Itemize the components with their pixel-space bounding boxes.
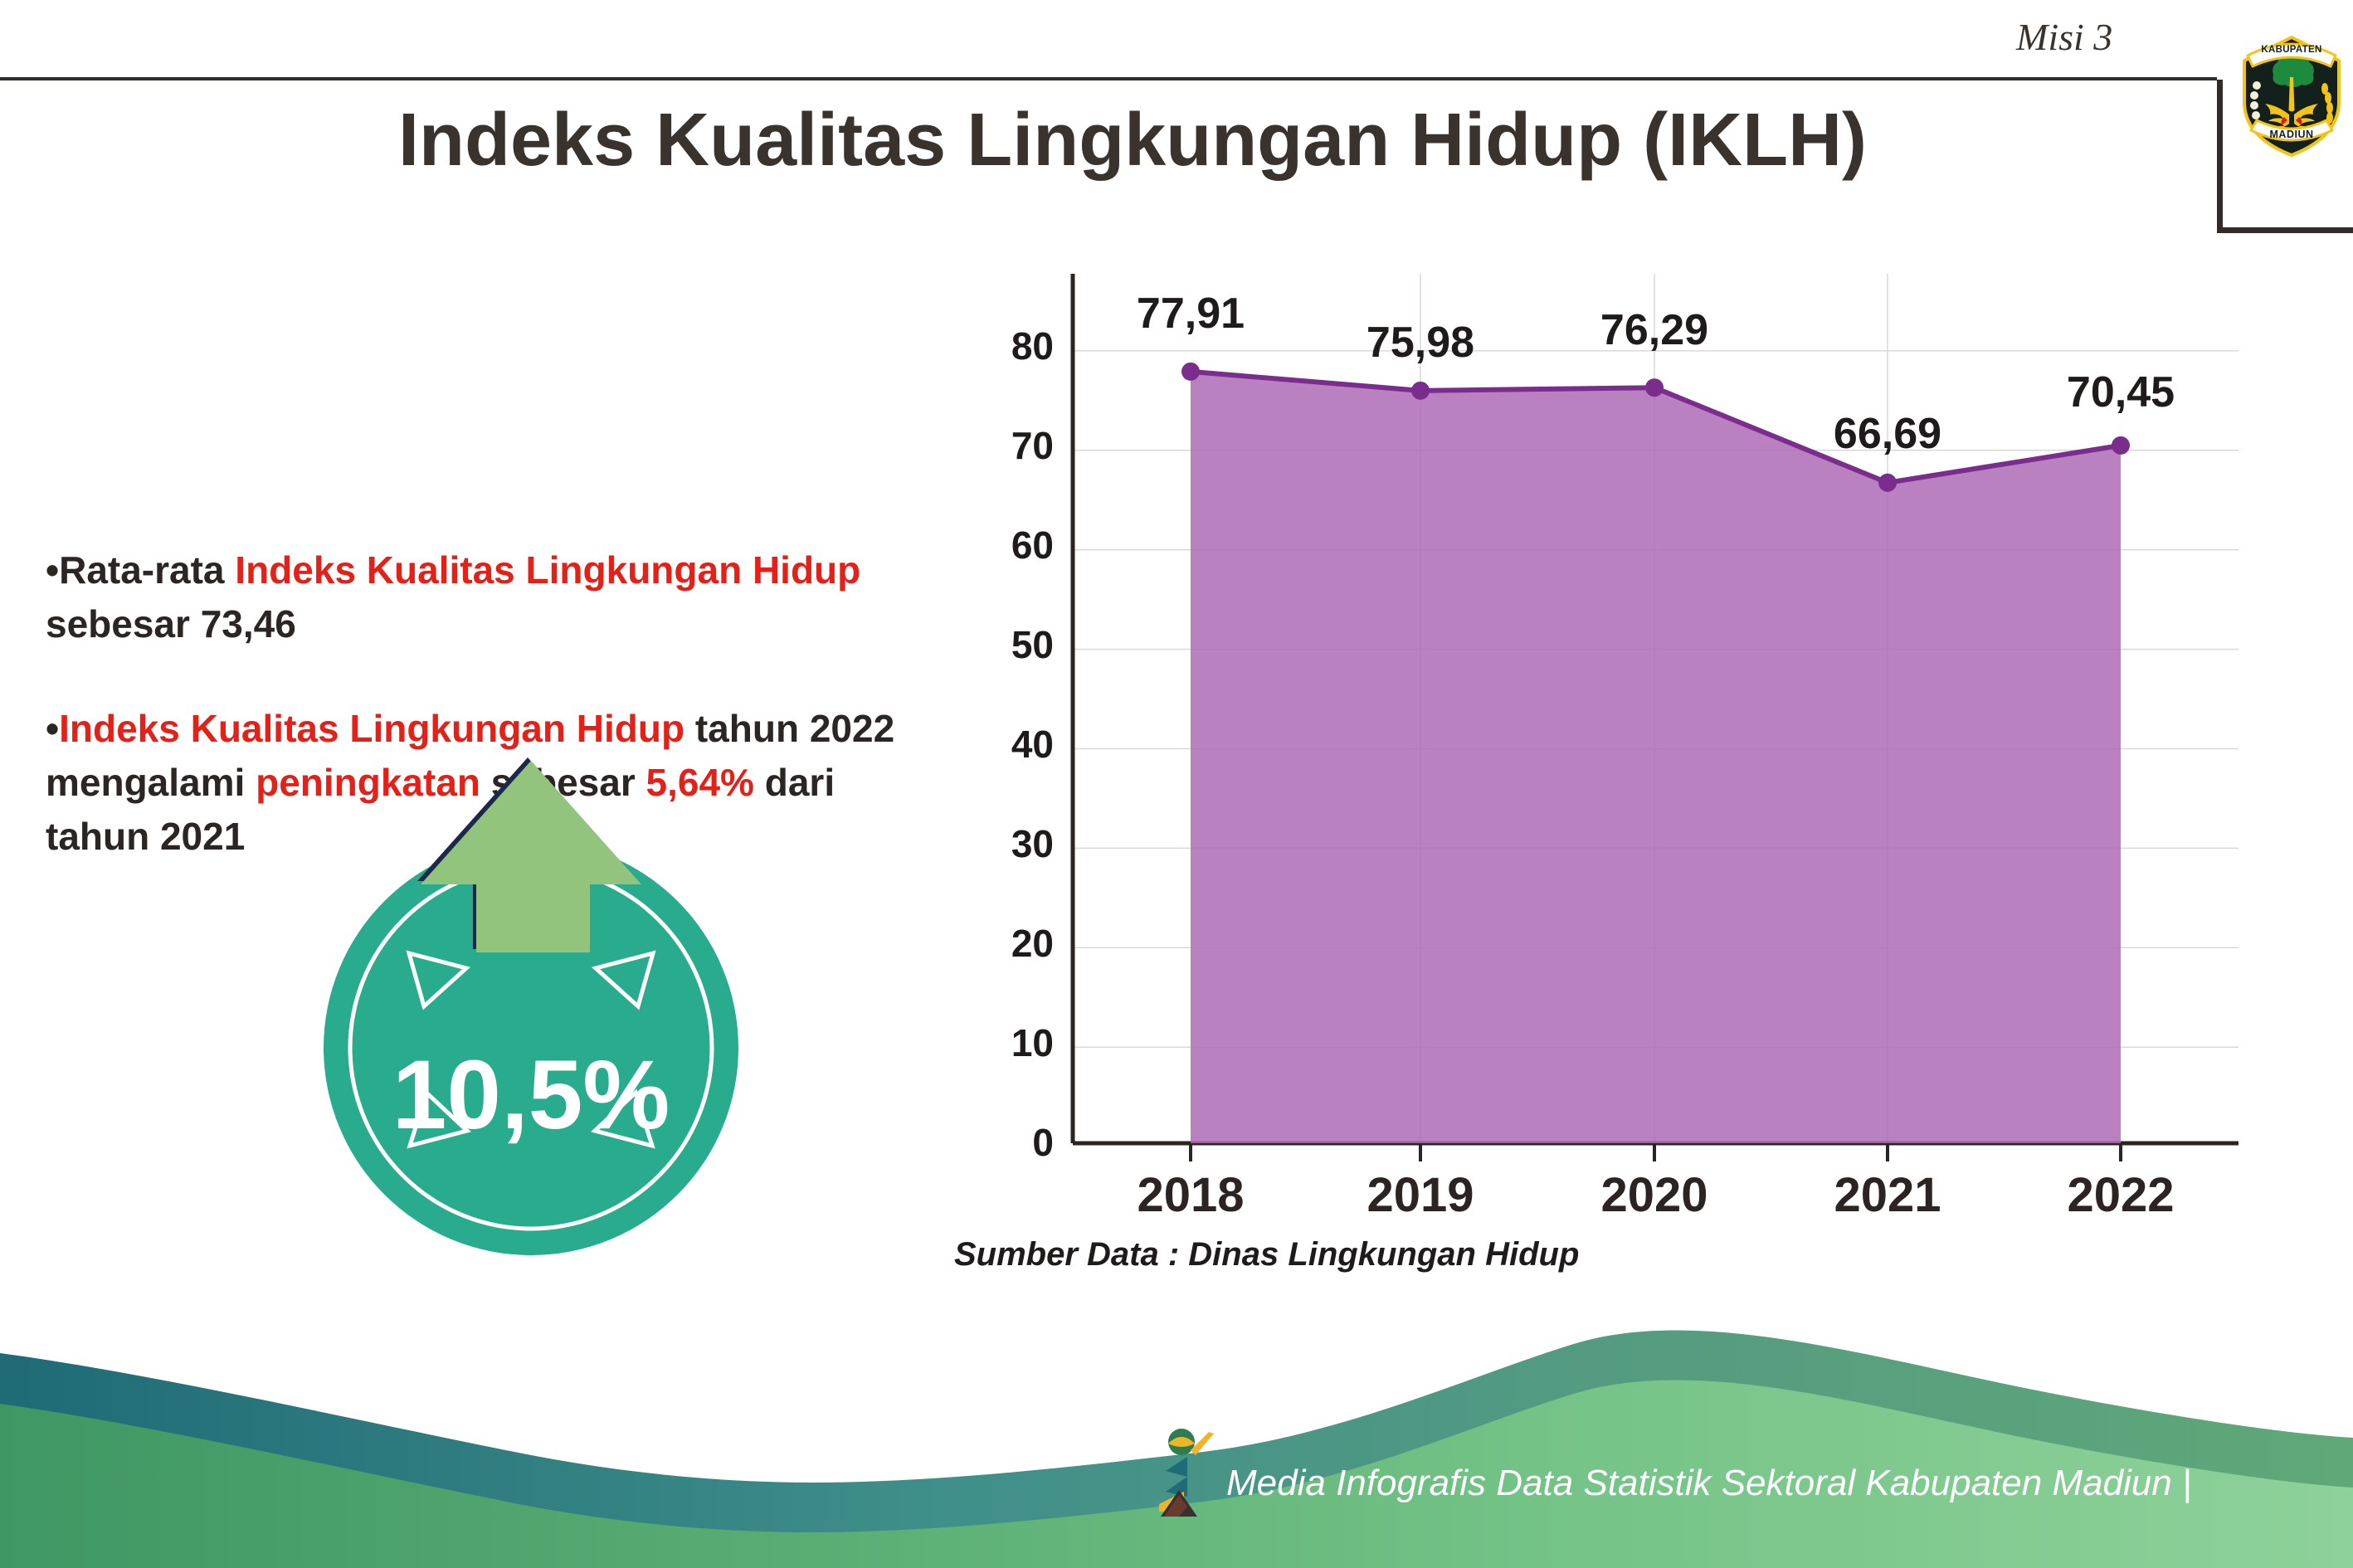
svg-text:50: 50 — [1011, 623, 1054, 666]
svg-text:2020: 2020 — [1600, 1168, 1708, 1222]
svg-text:10: 10 — [1011, 1021, 1054, 1064]
svg-text:40: 40 — [1011, 723, 1054, 766]
svg-text:KABUPATEN: KABUPATEN — [2261, 45, 2321, 55]
svg-text:2018: 2018 — [1137, 1168, 1244, 1222]
svg-text:Sumber Data : Dinas Lingkungan: Sumber Data : Dinas Lingkungan Hidup — [954, 1236, 1579, 1273]
svg-text:70,45: 70,45 — [2067, 368, 2175, 416]
svg-text:MADIUN: MADIUN — [2270, 129, 2314, 140]
svg-text:70: 70 — [1011, 424, 1054, 467]
svg-text:75,98: 75,98 — [1366, 319, 1474, 367]
svg-text:2021: 2021 — [1834, 1168, 1941, 1222]
svg-text:10,5%: 10,5% — [392, 1040, 670, 1150]
svg-text:30: 30 — [1011, 822, 1054, 865]
svg-text:66,69: 66,69 — [1834, 410, 1941, 458]
svg-text:2019: 2019 — [1366, 1168, 1474, 1222]
svg-text:60: 60 — [1011, 523, 1054, 567]
svg-text:2022: 2022 — [2067, 1168, 2174, 1222]
svg-text:20: 20 — [1011, 922, 1054, 965]
svg-text:77,91: 77,91 — [1137, 290, 1245, 338]
svg-text:0: 0 — [1032, 1121, 1054, 1164]
svg-text:76,29: 76,29 — [1600, 306, 1708, 354]
svg-text:80: 80 — [1011, 324, 1054, 368]
